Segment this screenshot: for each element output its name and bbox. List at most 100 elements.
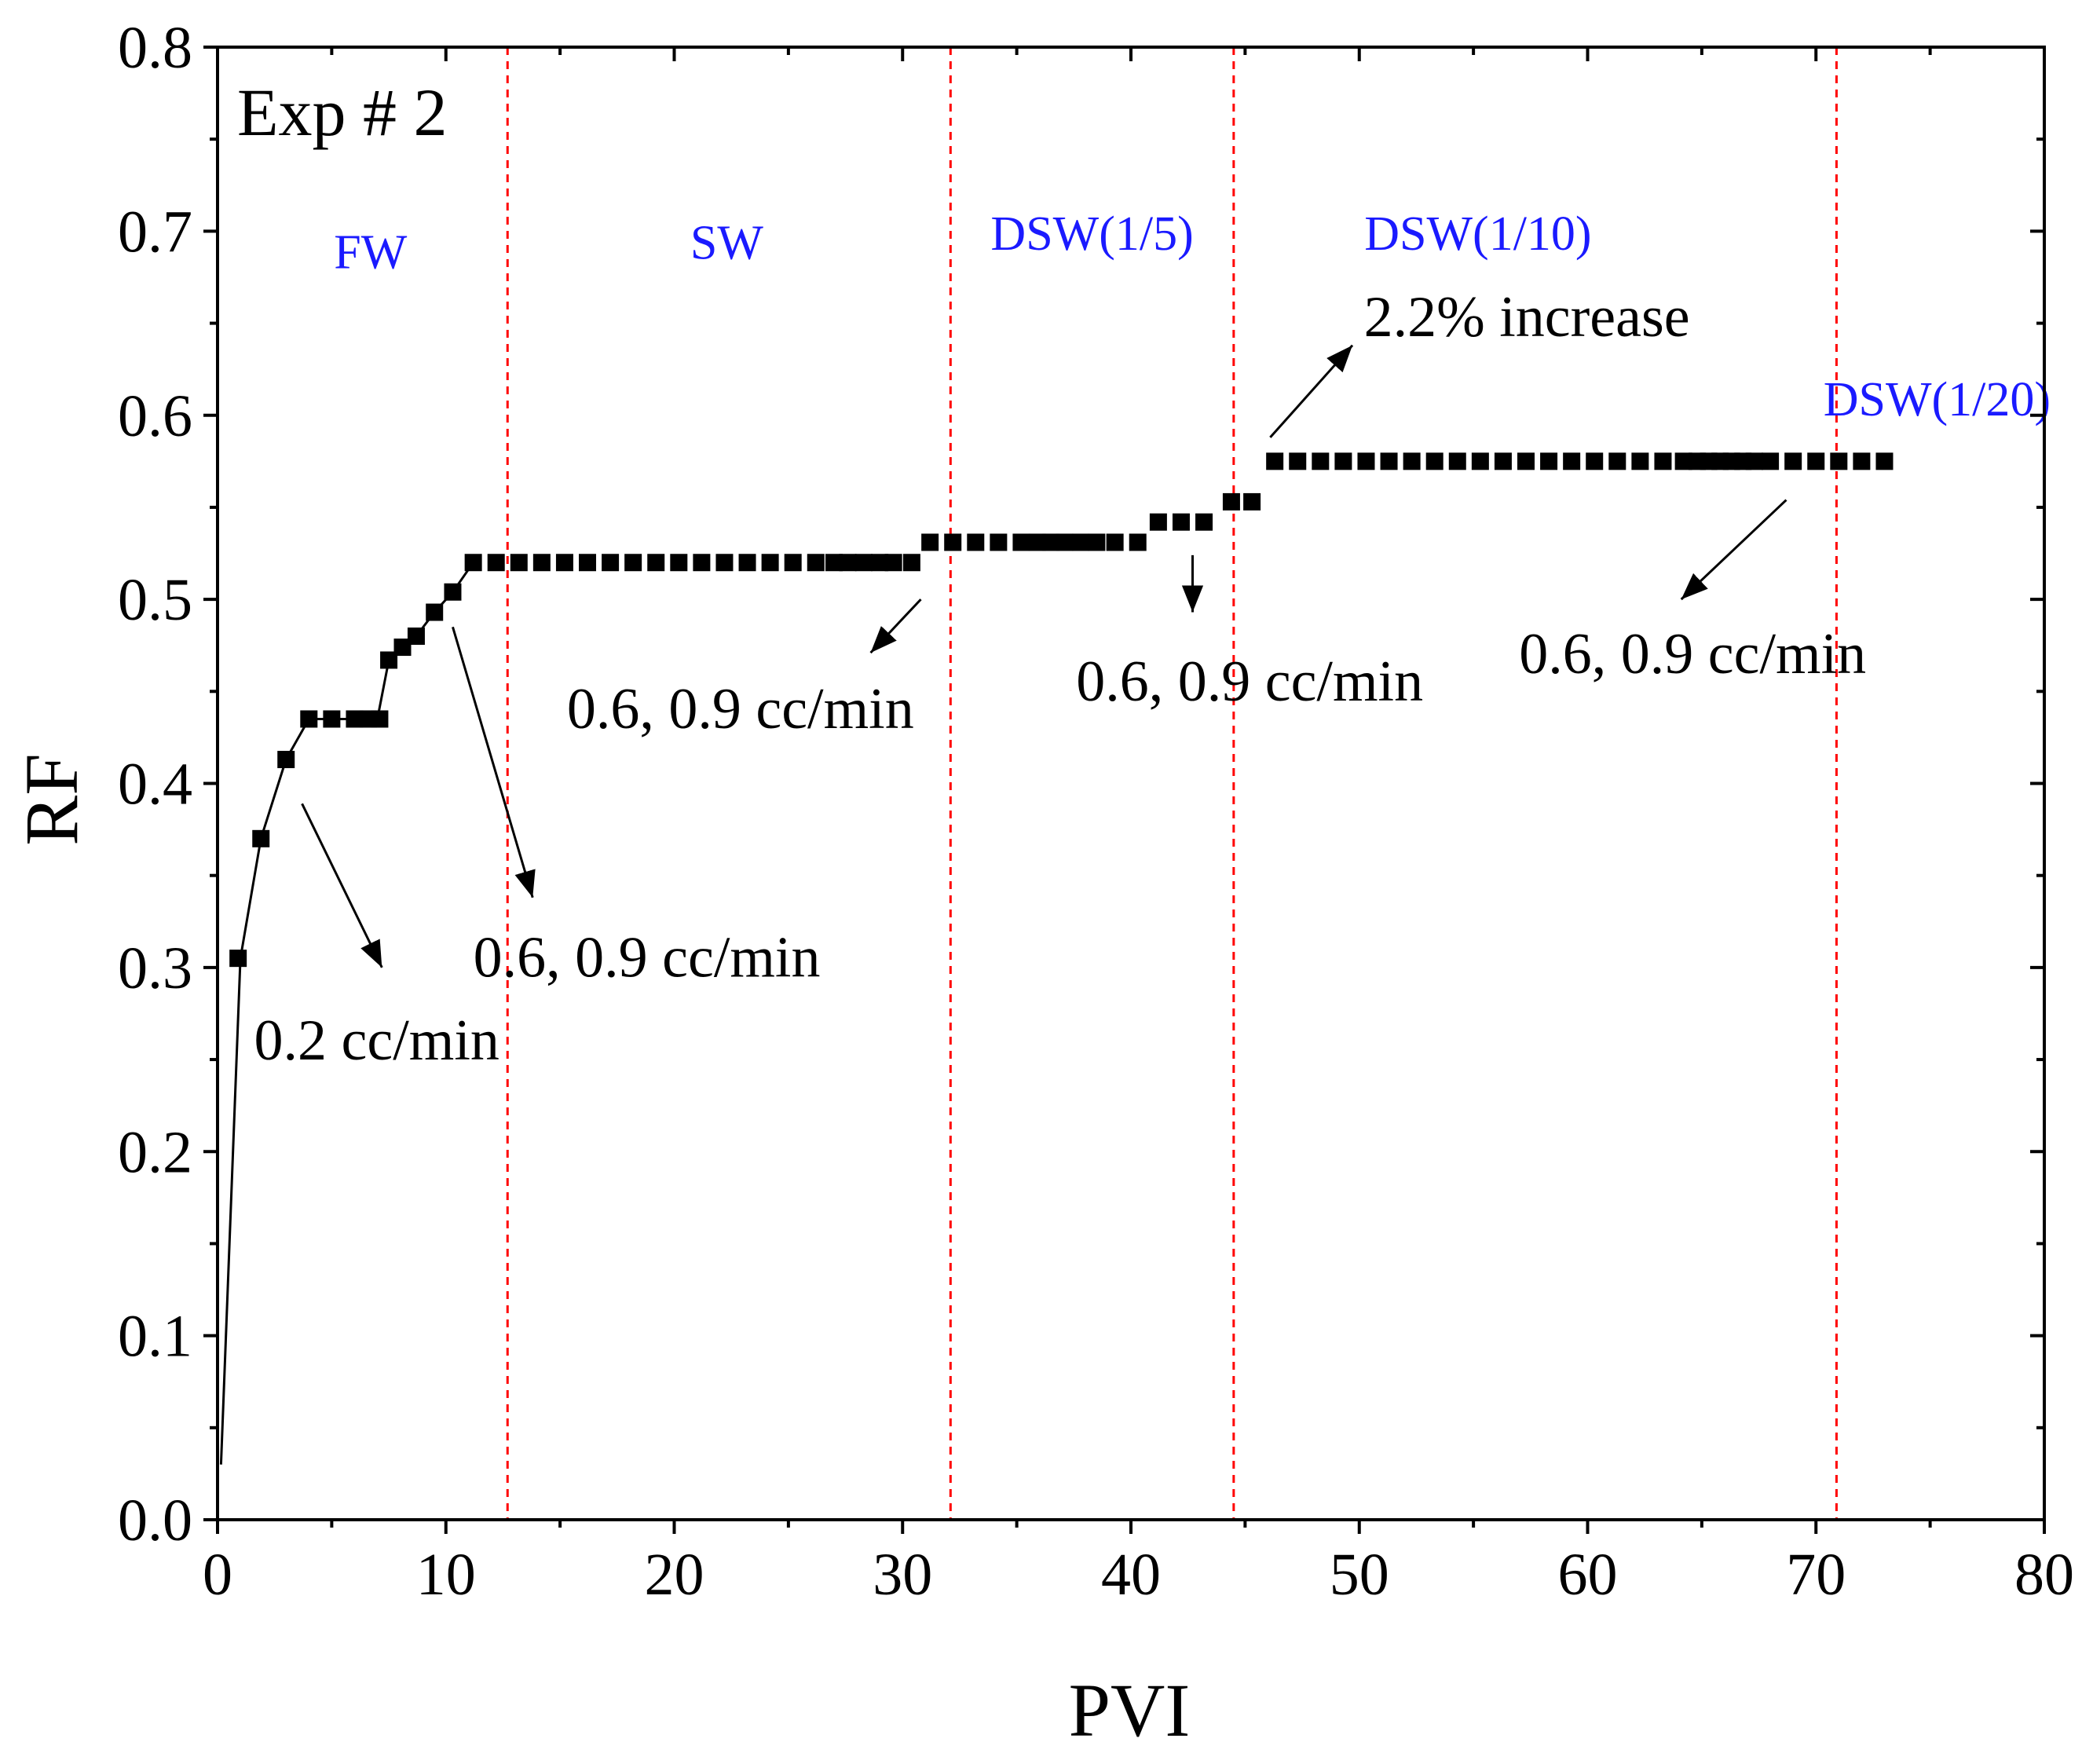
data-point (990, 533, 1008, 551)
data-point (921, 533, 939, 551)
data-point (1380, 452, 1398, 470)
y-tick-label: 0.4 (118, 752, 192, 818)
data-point (761, 554, 779, 572)
data-point (647, 554, 665, 572)
x-tick-label: 0 (203, 1542, 232, 1608)
data-point (277, 751, 295, 769)
data-point (1631, 452, 1649, 470)
data-point (510, 554, 528, 572)
x-tick-label: 50 (1330, 1542, 1389, 1608)
data-point (426, 603, 444, 621)
phase-label: FW (334, 225, 407, 279)
y-tick-label: 0.7 (118, 199, 192, 265)
x-tick-label: 20 (645, 1542, 704, 1608)
x-tick-label: 10 (416, 1542, 476, 1608)
data-point (1088, 533, 1106, 551)
data-point (1762, 452, 1780, 470)
data-point (693, 554, 711, 572)
phase-label: DSW(1/10) (1364, 207, 1591, 261)
y-tick-label: 0.3 (118, 935, 192, 1001)
y-tick-label: 0.1 (118, 1304, 192, 1370)
data-point (967, 533, 985, 551)
data-point (784, 554, 802, 572)
annotation-label: 2.2% increase (1364, 285, 1690, 350)
data-point (1042, 533, 1060, 551)
y-axis-title: RF (9, 753, 93, 845)
axes: 0 10 20 30 40 50 60 70 80 0.0 0.1 0.2 0.3 0.4 0.5 0.6 0.… (118, 15, 2074, 1608)
x-tick-label: 80 (2014, 1542, 2074, 1608)
chart-title: Exp # 2 (237, 75, 448, 150)
data-point (1072, 533, 1090, 551)
data-point (1243, 492, 1261, 511)
data-point (602, 554, 620, 572)
annotation-label: 0.6, 0.9 cc/min (1519, 622, 1866, 686)
data-point (323, 710, 341, 728)
data-point (1129, 533, 1147, 551)
data-point (1674, 452, 1692, 470)
data-point (346, 710, 364, 728)
data-point (1448, 452, 1466, 470)
data-point (670, 554, 688, 572)
data-point (1517, 452, 1535, 470)
data-points (229, 452, 1894, 968)
data-point (1471, 452, 1489, 470)
data-point (624, 554, 642, 572)
annotation-arrow (1269, 344, 1354, 438)
data-point (300, 710, 318, 728)
phase-label: SW (690, 217, 763, 270)
y-tick-label: 0.2 (118, 1119, 192, 1185)
annotation-arrow (301, 803, 383, 968)
data-point (252, 829, 270, 847)
data-point (1289, 452, 1307, 470)
x-tick-label: 40 (1101, 1542, 1161, 1608)
data-point (380, 651, 398, 669)
data-point (1403, 452, 1421, 470)
x-tick-label: 30 (873, 1542, 932, 1608)
data-point (1563, 452, 1581, 470)
y-tick-label: 0.6 (118, 383, 192, 449)
data-point (1312, 452, 1330, 470)
data-point (807, 554, 825, 572)
data-point (407, 628, 425, 645)
data-point (1745, 452, 1763, 470)
data-point (1056, 533, 1074, 551)
annotation-label: 0.2 cc/min (254, 1008, 499, 1073)
data-point (902, 554, 920, 572)
annotations: 0.2 cc/min 0.6, 0.9 cc/min 0.6, 0.9 cc/min… (254, 285, 1867, 1073)
data-point (532, 554, 551, 572)
data-point (1425, 452, 1444, 470)
data-point (1784, 452, 1802, 470)
x-tick-label: 60 (1558, 1542, 1618, 1608)
data-point (1875, 452, 1894, 470)
annotation-arrow (869, 598, 922, 654)
data-point (944, 533, 962, 551)
data-point (1494, 452, 1512, 470)
data-point (1357, 452, 1375, 470)
data-point (444, 583, 462, 601)
data-point (1654, 452, 1672, 470)
data-point (1586, 452, 1604, 470)
data-point (1172, 513, 1190, 531)
data-point (487, 554, 505, 572)
data-point (1334, 452, 1352, 470)
phase-label: DSW(1/20) (1824, 373, 2051, 426)
data-point (1853, 452, 1871, 470)
data-point (715, 554, 734, 572)
data-point (1012, 533, 1030, 551)
phase-boundaries: FW SW DSW(1/5) DSW(1/10) DSW(1/20) (334, 47, 2051, 1520)
data-point (464, 554, 482, 572)
data-point (555, 554, 573, 572)
y-tick-label: 0.5 (118, 567, 192, 633)
data-point (1028, 533, 1046, 551)
data-point (854, 554, 873, 572)
y-tick-label: 0.8 (118, 15, 192, 81)
data-point (738, 554, 756, 572)
data-point (371, 710, 389, 728)
phase-label: DSW(1/5) (990, 207, 1193, 261)
data-point (1540, 452, 1558, 470)
data-point (871, 554, 889, 572)
data-point (1807, 452, 1825, 470)
data-point (1195, 513, 1213, 531)
data-point (839, 554, 857, 572)
data-point (579, 554, 597, 572)
